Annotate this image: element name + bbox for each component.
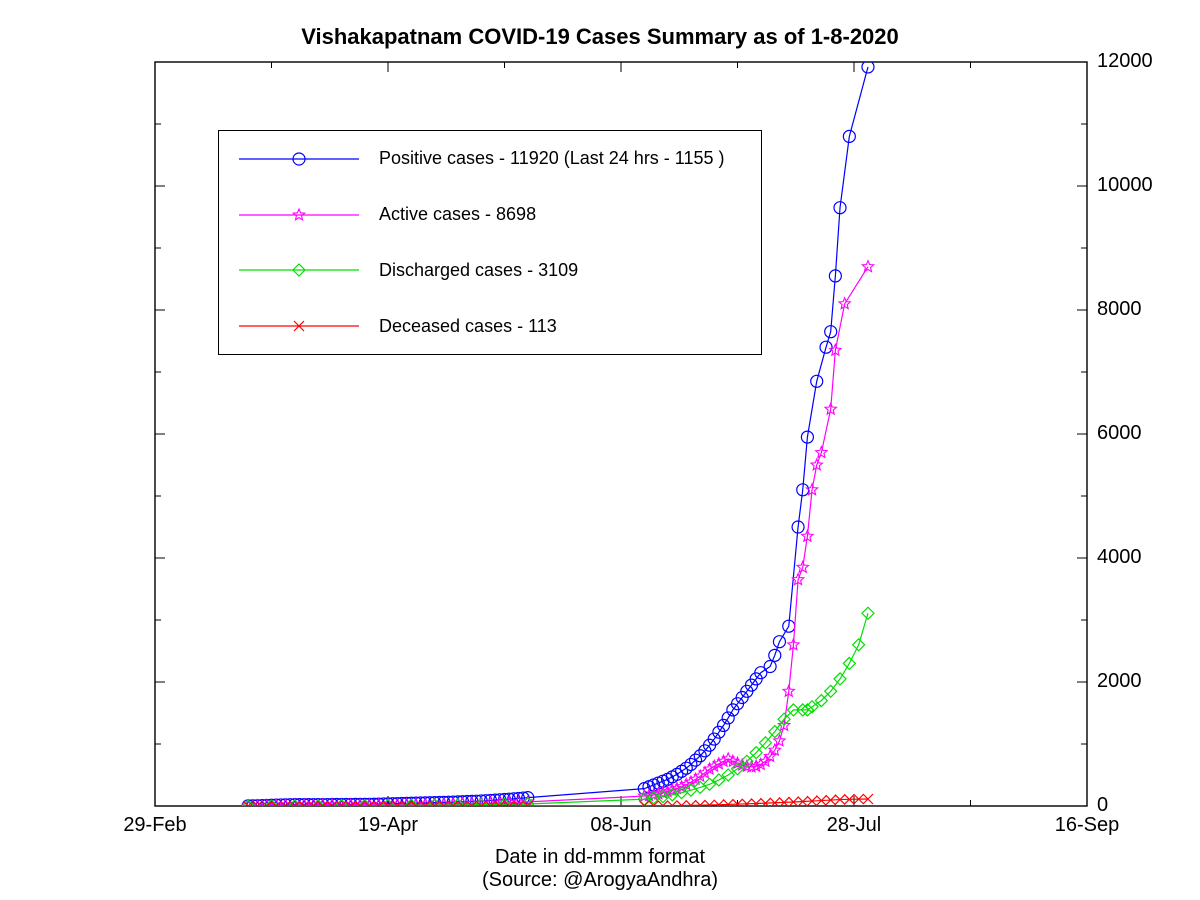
y-tick-label: 6000 xyxy=(1097,422,1142,445)
x-axis-label-line2: (Source: @ArogyaAndhra) xyxy=(0,869,1200,892)
x-tick-label: 29-Feb xyxy=(115,814,195,837)
x-axis-label: Date in dd-mmm format (Source: @ArogyaAn… xyxy=(0,846,1200,892)
x-tick-label: 28-Jul xyxy=(814,814,894,837)
legend-swatch xyxy=(239,214,359,216)
legend-item: Discharged cases - 3109 xyxy=(239,243,741,299)
y-tick-label: 10000 xyxy=(1097,174,1153,197)
legend-label: Discharged cases - 3109 xyxy=(379,260,578,281)
y-tick-label: 8000 xyxy=(1097,298,1142,321)
y-tick-label: 0 xyxy=(1097,794,1108,817)
legend-swatch xyxy=(239,269,359,271)
x-tick-label: 16-Sep xyxy=(1047,814,1127,837)
y-tick-label: 12000 xyxy=(1097,50,1153,73)
legend-label: Active cases - 8698 xyxy=(379,204,536,225)
legend-label: Positive cases - 11920 (Last 24 hrs - 11… xyxy=(379,148,725,169)
chart-container: Vishakapatnam COVID-19 Cases Summary as … xyxy=(0,0,1200,900)
x-tick-label: 08-Jun xyxy=(581,814,661,837)
legend-item: Active cases - 8698 xyxy=(239,187,741,243)
legend-swatch xyxy=(239,158,359,160)
legend-item: Positive cases - 11920 (Last 24 hrs - 11… xyxy=(239,131,741,187)
x-tick-label: 19-Apr xyxy=(348,814,428,837)
x-axis-label-line1: Date in dd-mmm format xyxy=(0,846,1200,869)
legend-label: Deceased cases - 113 xyxy=(379,316,557,337)
legend: Positive cases - 11920 (Last 24 hrs - 11… xyxy=(218,130,762,355)
y-tick-label: 4000 xyxy=(1097,546,1142,569)
legend-item: Deceased cases - 113 xyxy=(239,298,741,354)
y-tick-label: 2000 xyxy=(1097,670,1142,693)
legend-swatch xyxy=(239,325,359,327)
